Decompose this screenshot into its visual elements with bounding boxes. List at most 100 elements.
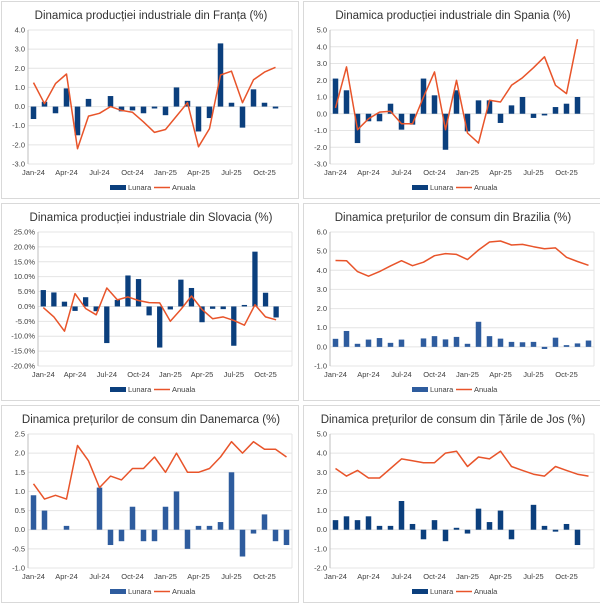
legend-label-anuala: Anuala: [172, 587, 196, 596]
bar-lunara-Nov-24: [141, 107, 147, 114]
bar-lunara-Dec-24: [157, 306, 162, 347]
bar-lunara-Feb-24: [344, 516, 350, 529]
x-tick-label: Jul-24: [391, 572, 411, 581]
bar-lunara-Mar-25: [487, 522, 493, 530]
bar-lunara-Jul-24: [399, 501, 405, 530]
legend-label-anuala: Anuala: [172, 385, 196, 394]
legend-swatch-lunara: [412, 589, 428, 594]
x-tick-label: Apr-24: [55, 572, 78, 581]
bar-lunara-Oct-25: [564, 524, 570, 530]
bar-lunara-Jun-25: [520, 97, 526, 114]
legend-label-lunara: Lunara: [128, 385, 152, 394]
bar-lunara-Jan-24: [333, 339, 339, 347]
bar-lunara-Apr-24: [366, 516, 372, 529]
bar-lunara-Aug-25: [240, 530, 246, 557]
y-tick-label: 5.0%: [18, 287, 35, 296]
bar-lunara-Feb-25: [476, 322, 482, 347]
bar-lunara-Aug-24: [108, 530, 114, 545]
legend: Lunara Anuala: [412, 183, 498, 192]
y-tick-label: -5.0%: [15, 317, 35, 326]
chart-spain: Dinamica producției industriale din Span…: [304, 2, 600, 200]
y-tick-label: 3.0: [317, 285, 327, 294]
bar-lunara-Jul-25: [229, 472, 235, 529]
legend-label-anuala: Anuala: [474, 183, 498, 192]
bar-lunara-Mar-24: [62, 302, 67, 307]
bar-lunara-Jan-25: [168, 306, 173, 309]
bar-lunara-Feb-24: [51, 292, 56, 306]
bar-lunara-Mar-24: [355, 520, 361, 530]
x-tick-label: Jul-25: [523, 168, 543, 177]
bar-lunara-Oct-25: [262, 514, 268, 529]
bar-lunara-Oct-24: [136, 279, 141, 306]
bar-lunara-Oct-25: [564, 345, 570, 347]
y-tick-label: 3.0: [15, 45, 25, 54]
bar-lunara-Nov-25: [575, 343, 581, 346]
bar-lunara-Aug-25: [542, 526, 548, 530]
bar-lunara-Apr-25: [498, 511, 504, 530]
x-tick-label: Jul-25: [221, 572, 241, 581]
bar-lunara-Sep-25: [553, 530, 559, 532]
chart-panel-denmark: Dinamica prețurilor de consum din Danema…: [1, 405, 299, 603]
bar-lunara-May-24: [377, 526, 383, 530]
x-tick-label: Oct-25: [555, 572, 578, 581]
y-tick-label: 0.0%: [18, 302, 35, 311]
chart-france: Dinamica producției industriale din Fran…: [2, 2, 300, 200]
bar-lunara-Aug-24: [115, 300, 120, 307]
x-tick-label: Jan-25: [456, 572, 479, 581]
bar-lunara-Apr-24: [366, 340, 372, 347]
y-tick-label: -0.5: [12, 544, 25, 553]
x-tick-label: Jan-25: [154, 168, 177, 177]
y-tick-label: 0.0: [317, 525, 327, 534]
chart-title: Dinamica producției industriale din Slov…: [30, 212, 273, 224]
x-tick-label: Apr-25: [489, 572, 512, 581]
bar-lunara-Apr-24: [72, 306, 77, 310]
legend-label-lunara: Lunara: [430, 183, 454, 192]
bar-lunara-Jan-24: [333, 79, 339, 114]
x-tick-label: Jul-24: [89, 168, 109, 177]
x-tick-label: Jul-25: [221, 168, 241, 177]
bar-lunara-Mar-24: [53, 107, 59, 114]
y-tick-label: 4.0: [317, 42, 327, 51]
x-tick-label: Apr-25: [187, 168, 210, 177]
bar-lunara-Oct-24: [432, 95, 438, 113]
y-tick-label: 4.0: [317, 449, 327, 458]
line-anuala: [34, 442, 287, 499]
bar-lunara-Aug-25: [542, 114, 548, 116]
bar-lunara-Apr-24: [64, 526, 70, 530]
legend-label-lunara: Lunara: [128, 587, 152, 596]
bar-lunara-Mar-25: [487, 336, 493, 347]
x-tick-label: Apr-24: [357, 572, 380, 581]
x-tick-label: Jan-24: [324, 168, 347, 177]
chart-title: Dinamica prețurilor de consum din Țările…: [321, 414, 586, 426]
chart-title: Dinamica producției industriale din Fran…: [35, 10, 268, 22]
chart-panel-netherlands: Dinamica prețurilor de consum din Țările…: [303, 405, 600, 603]
bar-lunara-Dec-24: [454, 528, 460, 530]
bar-lunara-Nov-25: [273, 306, 278, 317]
y-tick-label: 4.0: [317, 266, 327, 275]
x-tick-label: Oct-24: [423, 370, 446, 379]
legend-swatch-lunara: [110, 589, 126, 594]
y-tick-label: 0.0: [317, 109, 327, 118]
y-tick-label: -1.0: [314, 126, 327, 135]
bar-lunara-Nov-25: [273, 107, 279, 109]
y-tick-label: 5.0: [317, 26, 327, 35]
x-tick-label: Oct-24: [121, 572, 144, 581]
bar-lunara-Apr-25: [498, 339, 504, 347]
y-tick-label: 0.0: [15, 525, 25, 534]
bar-lunara-Jun-25: [218, 522, 224, 530]
bar-lunara-Jan-25: [465, 344, 471, 347]
x-tick-label: Jan-24: [32, 370, 55, 379]
y-tick-label: 2.0: [317, 76, 327, 85]
chart-panel-slovakia: Dinamica producției industriale din Slov…: [1, 203, 299, 401]
x-tick-label: Jan-24: [324, 370, 347, 379]
y-tick-label: 25.0%: [14, 228, 36, 237]
y-tick-label: 4.0: [15, 26, 25, 35]
bar-lunara-May-24: [377, 338, 383, 347]
bar-lunara-Nov-24: [146, 306, 151, 315]
bar-lunara-Jul-25: [229, 103, 235, 107]
x-tick-label: Oct-25: [253, 572, 276, 581]
bar-lunara-Oct-25: [262, 103, 268, 107]
bar-lunara-Sep-24: [119, 530, 125, 541]
